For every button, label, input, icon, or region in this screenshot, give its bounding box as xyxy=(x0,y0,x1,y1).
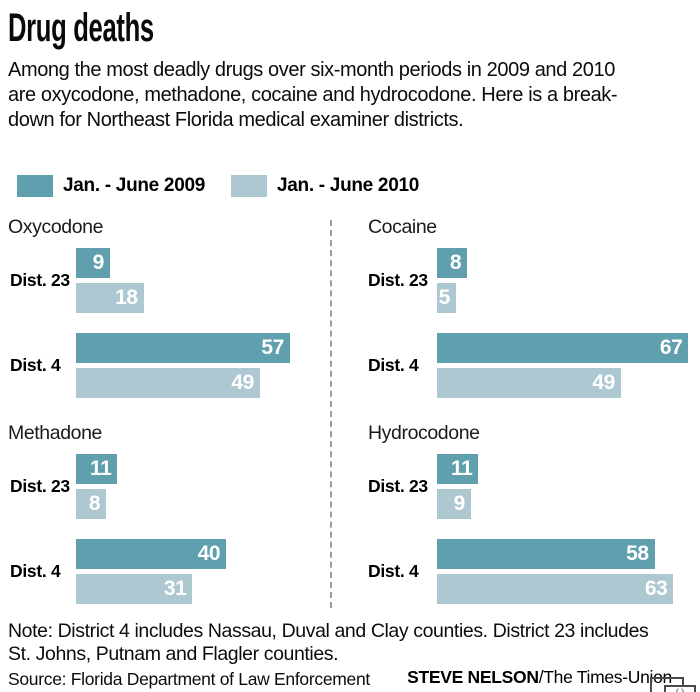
drug-section-oxycodone: Oxycodone Dist. 23 9 18 Dist. 4 57 49 xyxy=(0,216,330,398)
district-label: Dist. 23 xyxy=(368,270,428,290)
bar-2009: 11 xyxy=(437,454,479,484)
legend-label-2010: Jan. - June 2010 xyxy=(277,175,419,196)
district-row: Dist. 4 40 31 xyxy=(0,539,330,604)
drug-label: Methadone xyxy=(8,422,102,444)
bar-2010: 63 xyxy=(437,574,674,604)
bar-2009: 8 xyxy=(437,248,467,278)
district-label: Dist. 4 xyxy=(10,355,61,375)
district-label: Dist. 23 xyxy=(10,270,70,290)
bar-pair: 58 63 xyxy=(437,539,674,604)
source-line: Source: Florida Department of Law Enforc… xyxy=(8,669,370,689)
district-row: Dist. 4 58 63 xyxy=(352,539,700,604)
bar-2009: 40 xyxy=(76,539,226,569)
district-label: Dist. 4 xyxy=(368,355,419,375)
district-row: Dist. 23 9 18 xyxy=(0,248,330,313)
credit-line: STEVE NELSON/The Times-Union xyxy=(407,667,672,688)
page-title: Drug deaths xyxy=(8,6,154,50)
district-label: Dist. 23 xyxy=(368,476,428,496)
bar-pair: 57 49 xyxy=(76,333,290,398)
bar-2009: 67 xyxy=(437,333,689,363)
bar-2009: 57 xyxy=(76,333,290,363)
legend-swatch-2010 xyxy=(231,175,267,197)
bar-2010: 31 xyxy=(76,574,193,604)
drug-label: Hydrocodone xyxy=(368,422,480,444)
page-subtitle: Among the most deadly drugs over six-mon… xyxy=(8,59,618,131)
bar-2010: 49 xyxy=(437,368,621,398)
broken-image-icon-inner: ( ) xyxy=(664,685,696,692)
legend-label-2009: Jan. - June 2009 xyxy=(63,175,205,196)
bar-pair: 67 49 xyxy=(437,333,689,398)
district-row: Dist. 23 8 5 xyxy=(352,248,700,313)
legend: Jan. - June 2009 Jan. - June 2010 xyxy=(17,175,419,197)
bar-2010: 18 xyxy=(76,283,144,313)
bar-pair: 9 18 xyxy=(76,248,144,313)
legend-item-2010: Jan. - June 2010 xyxy=(231,175,419,197)
bar-2009: 58 xyxy=(437,539,655,569)
drug-label: Cocaine xyxy=(368,216,437,238)
vertical-dashed-divider xyxy=(330,220,332,608)
bar-pair: 40 31 xyxy=(76,539,226,604)
bar-2010: 9 xyxy=(437,489,471,519)
drug-section-hydrocodone: Hydrocodone Dist. 23 11 9 Dist. 4 58 63 xyxy=(352,422,700,604)
chart-area: Oxycodone Dist. 23 9 18 Dist. 4 57 49 Cocaine Di… xyxy=(0,216,700,622)
legend-item-2009: Jan. - June 2009 xyxy=(17,175,205,197)
district-label: Dist. 4 xyxy=(10,561,61,581)
district-row: Dist. 4 67 49 xyxy=(352,333,700,398)
district-row: Dist. 23 11 9 xyxy=(352,454,700,519)
district-label: Dist. 4 xyxy=(368,561,419,581)
bar-2009: 11 xyxy=(76,454,118,484)
footnote: Note: District 4 includes Nassau, Duval … xyxy=(8,620,649,665)
credit-publication: /The Times-Union xyxy=(538,667,673,687)
bar-2009: 9 xyxy=(76,248,110,278)
credit-author: STEVE NELSON xyxy=(407,667,539,687)
bar-2010: 8 xyxy=(76,489,106,519)
bar-2010: 5 xyxy=(437,283,456,313)
broken-image-icon xyxy=(650,677,684,692)
drug-section-methadone: Methadone Dist. 23 11 8 Dist. 4 40 31 xyxy=(0,422,330,604)
district-row: Dist. 23 11 8 xyxy=(0,454,330,519)
bar-pair: 11 8 xyxy=(76,454,118,519)
district-row: Dist. 4 57 49 xyxy=(0,333,330,398)
legend-swatch-2009 xyxy=(17,175,53,197)
bar-2010: 49 xyxy=(76,368,260,398)
bar-pair: 11 9 xyxy=(437,454,479,519)
district-label: Dist. 23 xyxy=(10,476,70,496)
drug-label: Oxycodone xyxy=(8,216,104,238)
drug-section-cocaine: Cocaine Dist. 23 8 5 Dist. 4 67 49 xyxy=(352,216,700,398)
